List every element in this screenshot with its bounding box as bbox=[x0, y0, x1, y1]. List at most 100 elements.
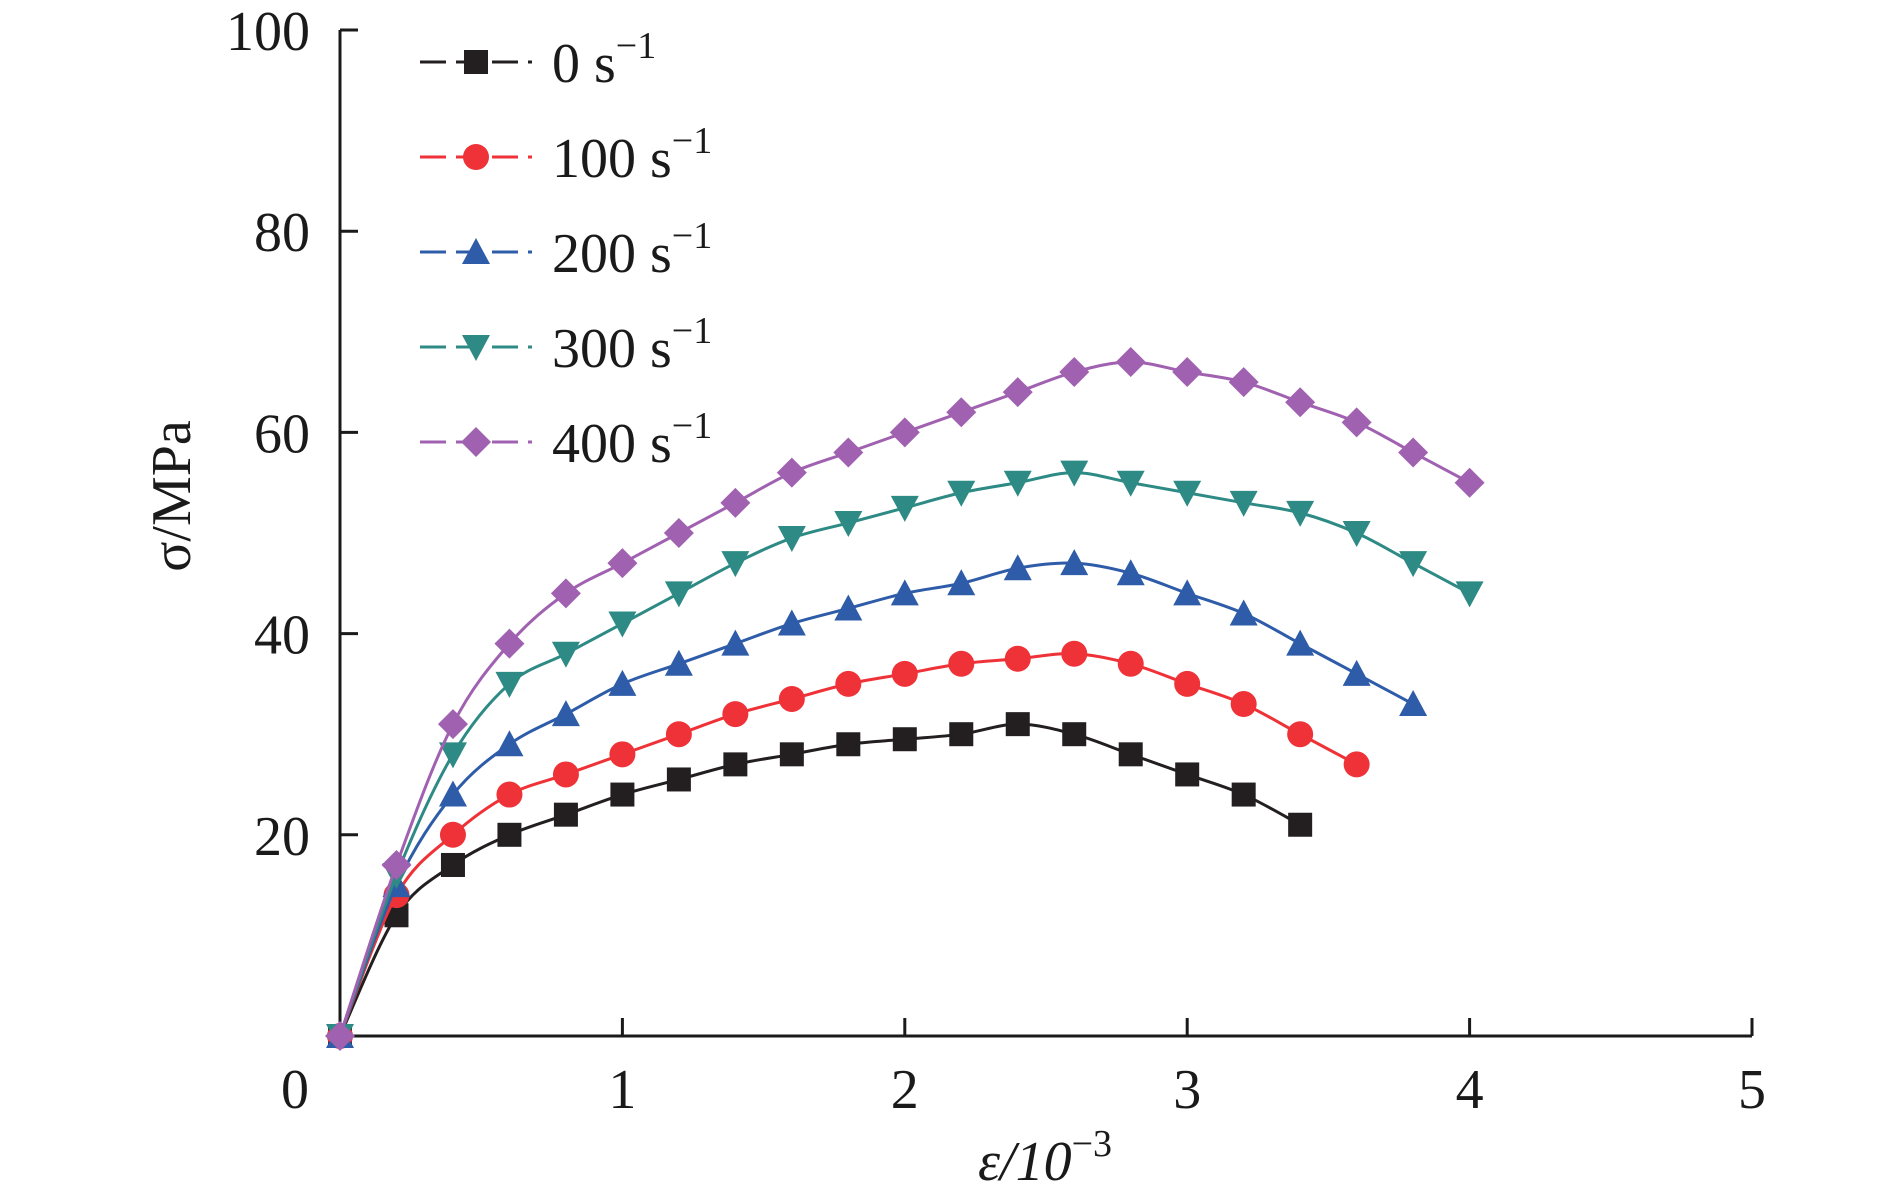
data-point bbox=[1118, 742, 1143, 767]
data-point bbox=[494, 628, 525, 659]
series-line bbox=[338, 360, 1471, 1037]
data-point bbox=[552, 761, 579, 788]
data-point bbox=[1454, 467, 1485, 498]
x-tick-label: 4 bbox=[1456, 1059, 1484, 1121]
data-point bbox=[609, 741, 636, 768]
data-point bbox=[1173, 480, 1202, 507]
legend-label-main: 100 s bbox=[552, 128, 672, 190]
legend-entry-4: 400 s−1 bbox=[420, 405, 712, 475]
data-point bbox=[607, 548, 638, 579]
legend-label-main: 200 s bbox=[552, 223, 672, 285]
data-point bbox=[1003, 470, 1032, 497]
data-point bbox=[608, 669, 637, 696]
legend-marker bbox=[461, 427, 491, 457]
data-point bbox=[551, 641, 580, 668]
legend-label: 200 s−1 bbox=[552, 215, 712, 285]
data-point bbox=[1005, 712, 1030, 737]
data-point bbox=[439, 821, 466, 848]
y-tick-label: 40 bbox=[254, 605, 310, 667]
data-point bbox=[946, 397, 977, 428]
data-point bbox=[610, 782, 635, 807]
data-point bbox=[891, 660, 918, 687]
legend-label-main: 400 s bbox=[552, 413, 672, 475]
data-point bbox=[1174, 670, 1201, 697]
data-point bbox=[553, 802, 578, 827]
legend-label-main: 0 s bbox=[552, 33, 616, 95]
data-point bbox=[1004, 645, 1031, 672]
data-point bbox=[834, 510, 863, 537]
data-point bbox=[1288, 812, 1313, 837]
data-point bbox=[1455, 581, 1484, 608]
legend-label: 300 s−1 bbox=[552, 310, 712, 380]
data-point bbox=[437, 709, 468, 740]
data-point bbox=[1341, 407, 1372, 438]
data-point bbox=[1117, 650, 1144, 677]
series-3 bbox=[326, 460, 1484, 1050]
axis-tick-labels: 0 1 2 3 4 5 20 40 60 80 100 bbox=[226, 1, 1766, 1121]
data-point bbox=[1399, 551, 1428, 578]
data-point bbox=[1062, 722, 1087, 747]
legend-label-superscript: −1 bbox=[672, 120, 712, 162]
series-line bbox=[338, 652, 1358, 1037]
data-point bbox=[1115, 346, 1146, 377]
series-2 bbox=[326, 549, 1428, 1048]
data-point bbox=[778, 685, 805, 712]
data-point bbox=[440, 852, 465, 877]
data-point bbox=[1285, 387, 1316, 418]
data-point bbox=[779, 742, 804, 767]
data-point bbox=[892, 727, 917, 752]
data-point bbox=[1399, 690, 1428, 717]
data-point bbox=[1229, 490, 1258, 517]
data-point bbox=[495, 671, 524, 698]
data-point bbox=[438, 742, 467, 769]
data-point bbox=[777, 609, 806, 636]
data-point bbox=[497, 822, 522, 847]
data-point bbox=[608, 611, 637, 638]
legend-label-superscript: −1 bbox=[672, 405, 712, 447]
y-axis-title: σ/MPa bbox=[141, 420, 203, 572]
data-point bbox=[1175, 762, 1200, 787]
data-point bbox=[1287, 721, 1314, 748]
series-line bbox=[338, 722, 1301, 1037]
legend-label-superscript: −1 bbox=[672, 310, 712, 352]
data-point bbox=[666, 767, 691, 792]
data-point bbox=[722, 701, 749, 728]
legend-entry-2: 200 s−1 bbox=[420, 215, 712, 285]
data-point bbox=[1229, 599, 1258, 626]
data-point bbox=[890, 495, 919, 522]
data-point bbox=[776, 457, 807, 488]
data-point bbox=[720, 487, 751, 518]
data-point bbox=[947, 480, 976, 507]
y-tick-label: 20 bbox=[254, 806, 310, 868]
legend-label-main: 300 s bbox=[552, 318, 672, 380]
legend-label: 100 s−1 bbox=[552, 120, 712, 190]
data-point bbox=[664, 581, 693, 608]
data-point bbox=[1173, 579, 1202, 606]
data-point bbox=[836, 732, 861, 757]
legend-label-superscript: −1 bbox=[616, 25, 656, 67]
data-point bbox=[1060, 549, 1089, 576]
y-tick-label: 100 bbox=[226, 1, 310, 63]
plot-area bbox=[325, 346, 1485, 1051]
legend-marker bbox=[462, 335, 490, 361]
legend-marker bbox=[463, 144, 489, 170]
x-axis-title-superscript: −3 bbox=[1072, 1123, 1112, 1165]
legend-marker bbox=[464, 50, 488, 74]
legend-label: 0 s−1 bbox=[552, 25, 656, 95]
data-point bbox=[664, 649, 693, 676]
data-point bbox=[1172, 357, 1203, 388]
data-point bbox=[1116, 470, 1145, 497]
data-point bbox=[551, 700, 580, 727]
data-point bbox=[1059, 357, 1090, 388]
series-0 bbox=[328, 712, 1313, 1048]
data-point bbox=[1003, 554, 1032, 581]
legend-entry-3: 300 s−1 bbox=[420, 310, 712, 380]
data-point bbox=[947, 569, 976, 596]
x-tick-label: 0 bbox=[281, 1059, 309, 1121]
legend-label: 400 s−1 bbox=[552, 405, 712, 475]
data-point bbox=[495, 730, 524, 757]
series-1 bbox=[327, 640, 1370, 1049]
x-tick-label: 2 bbox=[891, 1059, 919, 1121]
y-tick-label: 60 bbox=[254, 403, 310, 465]
x-axis-title: ε/10−3 bbox=[978, 1123, 1112, 1193]
